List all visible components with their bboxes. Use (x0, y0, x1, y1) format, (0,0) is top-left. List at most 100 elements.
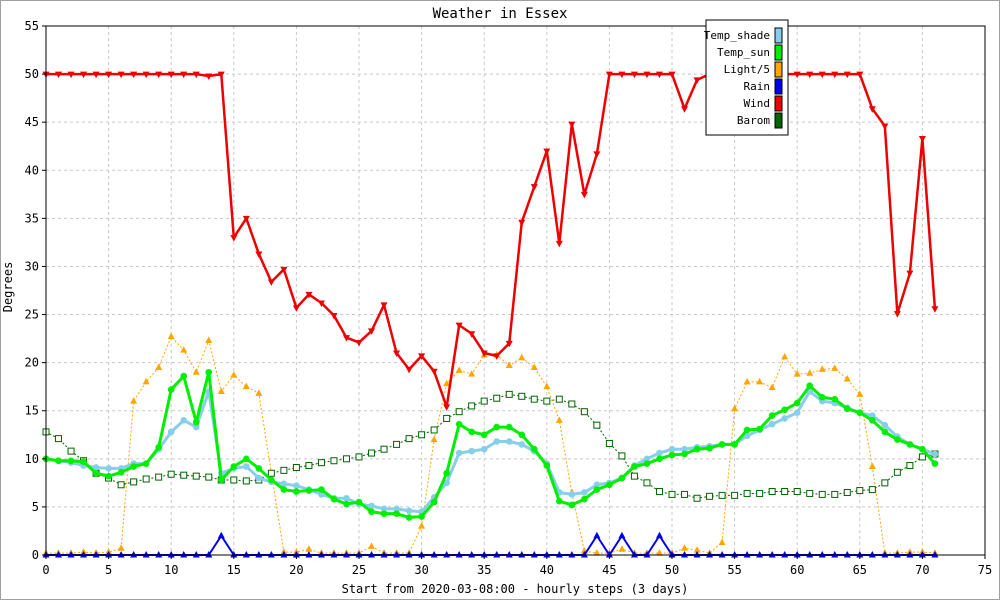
data-point-wind (430, 368, 438, 376)
data-point-temp-sun (843, 405, 851, 413)
data-point-rain (831, 551, 839, 558)
legend-label-barom: Barom (737, 114, 770, 127)
data-point-temp-sun (155, 443, 162, 451)
data-point-temp-sun (480, 431, 488, 439)
y-tick-label: 25 (25, 308, 39, 322)
data-point-rain (731, 551, 739, 558)
data-point-wind (380, 302, 388, 309)
data-point-temp-shade (768, 420, 776, 428)
data-point-wind (80, 71, 88, 79)
data-point-barom (668, 490, 676, 498)
y-tick-label: 0 (32, 548, 39, 562)
data-point-temp-sun (530, 445, 538, 453)
data-point-temp-sun (293, 488, 300, 495)
data-point-temp-sun (355, 498, 363, 506)
data-point-wind (793, 71, 801, 79)
data-point-rain (167, 551, 175, 558)
data-point-temp-sun (205, 368, 213, 376)
x-tick-label: 20 (289, 563, 303, 577)
data-point-temp-shade (180, 417, 188, 424)
data-point-barom (130, 478, 138, 486)
data-point-temp-sun (831, 395, 839, 403)
data-point-barom (793, 488, 801, 496)
data-point-temp-shade (518, 441, 526, 448)
data-point-rain (743, 551, 751, 558)
data-point-rain (355, 551, 363, 558)
data-point-temp-sun (330, 495, 338, 503)
data-point-temp-sun (505, 423, 513, 431)
data-point-temp-sun (243, 455, 250, 463)
y-tick-label: 20 (25, 356, 39, 370)
y-tick-label: 40 (25, 163, 39, 177)
data-point-temp-sun (230, 463, 238, 470)
x-tick-label: 70 (915, 563, 929, 577)
x-tick-label: 60 (790, 563, 804, 577)
data-point-rain (868, 551, 876, 558)
data-point-light-5 (205, 336, 213, 344)
data-point-barom (380, 445, 388, 453)
chart-title: Weather in Essex (433, 6, 568, 22)
data-point-temp-sun (931, 460, 939, 467)
data-point-rain (706, 551, 714, 558)
data-point-rain (893, 551, 901, 558)
x-tick-label: 15 (227, 563, 241, 577)
data-point-barom (568, 400, 576, 408)
data-point-barom (643, 479, 651, 487)
data-point-barom (743, 489, 751, 497)
data-point-light-5 (155, 363, 163, 370)
data-point-temp-sun (681, 450, 688, 458)
data-point-rain (305, 551, 313, 558)
data-point-barom (317, 459, 325, 467)
data-point-barom (856, 487, 864, 495)
legend-label-light-5: Light/5 (724, 63, 770, 76)
data-point-rain (843, 551, 851, 558)
data-point-wind (843, 71, 851, 79)
data-point-wind (530, 184, 538, 191)
data-point-temp-sun (130, 463, 137, 470)
x-tick-label: 5 (105, 563, 112, 577)
data-point-wind (893, 311, 901, 318)
data-point-wind (142, 71, 150, 79)
x-tick-label: 40 (540, 563, 554, 577)
data-point-temp-shade (293, 482, 300, 490)
data-point-barom (580, 408, 588, 416)
data-point-temp-sun (305, 487, 313, 494)
data-point-barom (305, 462, 313, 470)
data-point-temp-sun (543, 462, 551, 469)
data-point-temp-sun (568, 501, 576, 509)
data-point-light-5 (430, 435, 438, 443)
data-point-light-5 (255, 389, 263, 396)
x-tick-label: 0 (42, 563, 49, 577)
data-point-light-5 (167, 332, 175, 340)
series-line-barom (45, 393, 936, 499)
data-point-rain (505, 551, 513, 558)
y-tick-label: 5 (32, 500, 39, 514)
data-point-rain (856, 551, 864, 558)
data-point-temp-sun (768, 412, 776, 419)
data-point-rain (555, 551, 563, 558)
data-point-rain (380, 551, 388, 558)
data-point-rain (368, 551, 376, 558)
legend-swatch-temp-shade (774, 27, 783, 44)
data-point-barom (493, 394, 501, 402)
data-point-rain (918, 551, 926, 558)
y-tick-label: 55 (25, 19, 39, 33)
data-point-rain (155, 551, 163, 558)
plot-area (45, 25, 986, 556)
data-point-rain (443, 551, 451, 558)
legend-swatch-barom (774, 112, 783, 129)
data-point-barom (731, 491, 739, 499)
legend-label-temp-sun: Temp_sun (717, 46, 770, 59)
data-point-barom (117, 481, 125, 489)
data-point-rain (267, 551, 275, 558)
data-point-temp-sun (167, 386, 175, 393)
data-point-rain (593, 531, 601, 539)
data-point-light-5 (555, 416, 563, 423)
data-point-wind (117, 71, 125, 79)
data-point-wind (806, 71, 814, 79)
data-point-wind (330, 313, 338, 320)
data-point-wind (255, 251, 263, 258)
data-point-light-5 (756, 377, 764, 385)
data-point-temp-sun (105, 472, 112, 480)
data-point-barom (843, 488, 851, 496)
